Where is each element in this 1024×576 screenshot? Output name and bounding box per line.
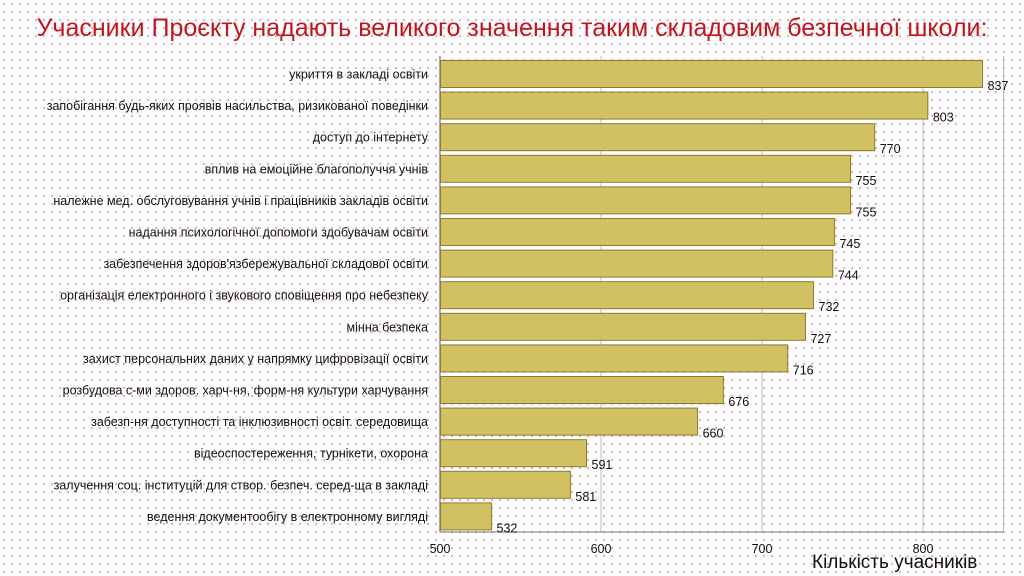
category-label: запобігання будь-яких проявів насильства… [47,99,428,113]
bar [440,376,724,404]
bar [440,91,929,120]
x-tick-label: 500 [430,542,451,556]
data-label: 745 [839,237,860,251]
data-labels: 837 803 770 755 755 745 744 732 727 716 676 660 591 5… [497,79,1009,535]
bar [440,502,493,531]
data-label: 581 [575,490,596,504]
category-label: вплив на емоційне благополуччя учнів [205,162,429,176]
category-label: захист персональних даних у напрямку циф… [83,352,428,366]
bar [440,312,806,341]
data-label: 755 [856,174,877,188]
category-label: забезпечення здоров'язбережувальної скла… [103,257,428,271]
bar [440,154,852,183]
x-tick-label: 600 [591,542,612,556]
bar [440,344,789,373]
x-axis-label: Кількість учасників [812,552,978,573]
data-label: 803 [933,111,954,125]
bar [440,60,984,88]
data-label: 591 [592,458,613,472]
bar [440,470,571,499]
category-labels: укриття в закладі освіти запобігання будь… [47,68,429,524]
bar [440,439,588,468]
data-label: 727 [810,332,831,346]
bar [440,218,835,246]
bars [440,60,984,531]
category-label: укриття в закладі освіти [289,68,428,82]
data-label: 660 [703,427,724,441]
category-label: відеоспостереження, турнікети, охорона [194,447,428,461]
bar [440,407,699,436]
category-label: мінна безпека [347,320,428,334]
x-tick-label: 700 [752,542,773,556]
data-label: 755 [856,205,877,219]
category-label: доступ до інтернету [313,131,429,145]
category-label: розбудова с-ми здоров. харч-ня, форм-ня … [63,384,428,398]
x-tick-label: 800 [913,542,934,556]
bar [440,123,876,152]
data-label: 716 [793,363,814,377]
bar [440,186,852,215]
category-label: організація електронного і звукового спо… [60,289,429,303]
bar [440,249,834,278]
category-label: забезп-ня доступності та інклюзивності о… [91,415,428,429]
data-label: 676 [728,395,749,409]
category-label: ведення документообігу в електронному ви… [147,510,428,524]
chart-title: Учасники Проєкту надають великого значен… [36,14,988,42]
category-label: належне мед. обслуговування учнів і прац… [53,194,428,208]
category-label: залучення соц. інституцій для створ. без… [54,478,428,492]
data-label: 532 [497,521,518,535]
data-label: 732 [819,300,840,314]
category-label: надання психологічної допомоги здобувача… [129,226,428,240]
data-label: 837 [988,79,1009,93]
data-label: 744 [838,269,859,283]
bar [440,281,815,310]
x-axis-ticks: 500 600 700 800 [430,542,934,556]
data-label: 770 [880,142,901,156]
